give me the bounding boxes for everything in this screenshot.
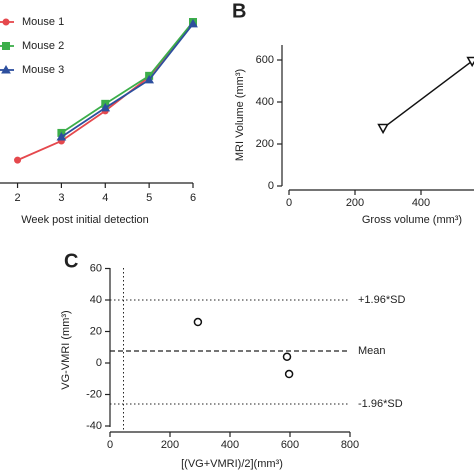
marker [1, 64, 11, 74]
y-tick-label: 400 [256, 96, 274, 108]
marker [466, 56, 474, 68]
y-tick-label: 0 [96, 357, 102, 369]
y-tick-label: -40 [86, 420, 102, 432]
marker [56, 131, 67, 141]
series-line [60, 23, 194, 138]
y-tick-label: -20 [86, 388, 102, 400]
x-tick-label: 400 [221, 439, 239, 451]
x-axis-title: Week post initial detection [21, 214, 149, 226]
y-tick-label: 600 [256, 54, 274, 66]
y-axis-title: VG-VMRI (mm³) [60, 310, 72, 389]
marker [2, 18, 10, 26]
series-line [382, 60, 473, 129]
x-tick-label: 400 [412, 197, 430, 209]
y-axis-title: MRI Volume (mm³) [234, 69, 246, 161]
reference-label: +1.96*SD [358, 294, 405, 306]
marker [193, 317, 203, 327]
series-line [60, 21, 194, 134]
legend-label: Mouse 2 [22, 40, 64, 52]
legend-label: Mouse 3 [22, 64, 64, 76]
marker [284, 369, 294, 379]
x-axis-title: [(VG+VMRI)/2](mm³) [181, 458, 283, 470]
y-tick-label: 0 [268, 180, 274, 192]
x-tick-label: 6 [190, 192, 196, 204]
x-tick-label: 600 [281, 439, 299, 451]
y-tick-label: 20 [90, 325, 102, 337]
marker [188, 18, 198, 28]
x-axis-title: Gross volume (mm³) [362, 214, 462, 226]
panel-label: C [64, 250, 78, 272]
y-tick-label: 60 [90, 262, 102, 274]
x-tick-label: 0 [286, 197, 292, 209]
x-tick-label: 3 [58, 192, 64, 204]
marker [100, 102, 111, 112]
panel-label: B [232, 0, 246, 22]
x-tick-label: 800 [341, 439, 359, 451]
x-tick-label: 0 [107, 439, 113, 451]
marker [14, 156, 22, 164]
reference-label: -1.96*SD [358, 398, 403, 410]
reference-label: Mean [358, 345, 386, 357]
y-tick-label: 200 [256, 138, 274, 150]
x-tick-label: 5 [146, 192, 152, 204]
legend-label: Mouse 1 [22, 16, 64, 28]
x-tick-label: 4 [102, 192, 108, 204]
x-tick-label: 2 [14, 192, 20, 204]
marker [282, 352, 292, 361]
marker [377, 123, 389, 135]
x-tick-label: 200 [161, 439, 179, 451]
marker [2, 42, 10, 50]
x-tick-label: 200 [346, 197, 364, 209]
marker [144, 74, 154, 84]
y-tick-label: 40 [90, 294, 102, 306]
